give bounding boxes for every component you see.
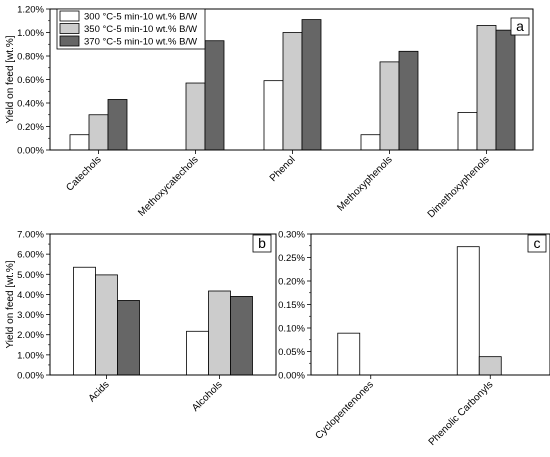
y-tick-label-a-0: 0.00% <box>17 146 44 157</box>
category-label-c-1: Phenolic Carbonyls <box>427 379 496 448</box>
bar-a-4-2 <box>495 29 516 151</box>
bar-b-0-0 <box>73 266 96 376</box>
legend-label-1: 350 °C-5 min-10 wt.% B/W <box>84 24 197 35</box>
y-tick-label-a-1: 0.20% <box>17 122 44 133</box>
bar-b-1-2 <box>230 296 253 376</box>
legend-box <box>56 8 206 50</box>
bar-b-1-0 <box>186 330 209 376</box>
bar-a-0-2 <box>107 99 128 151</box>
bar-b-1-1 <box>208 290 231 376</box>
bar-a-2-0 <box>263 80 284 151</box>
plot-frame-b <box>49 233 277 376</box>
y-tick-label-c-0: 0.00% <box>278 371 305 382</box>
category-label-a-3: Methoxyphenols <box>335 154 394 213</box>
panel-label-box-b <box>252 234 272 253</box>
panel-b: Acids Alcohols 0.00% 1.00% 2.00% 3.00% 4.00% 5.… <box>5 230 277 414</box>
bar-a-3-1 <box>379 61 400 151</box>
bar-a-1-2 <box>204 40 225 151</box>
bar-a-1-1 <box>185 82 206 151</box>
category-label-b-0: Acids <box>87 379 112 404</box>
y-tick-label-b-0: 0.00% <box>17 371 44 382</box>
y-tick-label-c-2: 0.10% <box>278 324 305 335</box>
bar-b-0-2 <box>117 300 140 376</box>
category-label-a-4: Dimethoxyphenols <box>426 154 492 220</box>
y-tick-label-c-3: 0.15% <box>278 300 305 311</box>
y-tick-label-a-6: 1.20% <box>17 5 44 16</box>
category-label-c-0: Cyclopentenones <box>313 379 375 441</box>
y-tick-label-a-5: 1.00% <box>17 28 44 39</box>
category-label-b-1: Alcohols <box>190 379 225 414</box>
panel-label-b: b <box>258 235 266 251</box>
panel-label-c: c <box>534 235 541 251</box>
y-tick-label-b-4: 4.00% <box>17 290 44 301</box>
legend-label-2: 370 °C-5 min-10 wt.% B/W <box>84 37 197 48</box>
bar-c-0-0 <box>337 332 361 376</box>
bar-a-3-0 <box>360 134 381 151</box>
bar-a-4-1 <box>476 25 497 151</box>
y-tick-label-c-1: 0.05% <box>278 347 305 358</box>
y-tick-label-b-3: 3.00% <box>17 310 44 321</box>
bar-a-3-2 <box>398 50 419 151</box>
legend-swatch-2 <box>59 35 80 47</box>
plot-frame-a <box>49 8 534 151</box>
y-tick-label-b-2: 2.00% <box>17 330 44 341</box>
category-label-a-1: Methoxycatechols <box>136 154 200 218</box>
legend-swatch-0 <box>59 10 80 22</box>
legend-label-0: 300 °C-5 min-10 wt.% B/W <box>84 12 197 23</box>
bar-c-1-1 <box>478 356 502 376</box>
y-tick-label-c-6: 0.30% <box>278 230 305 241</box>
panel-a: Catechols Methoxycatechols Phenol Methoxyph… <box>5 5 534 220</box>
panel-label-a: a <box>516 18 524 34</box>
y-tick-label-c-4: 0.20% <box>278 277 305 288</box>
category-label-a-2: Phenol <box>268 154 298 184</box>
panel-c: Cyclopentenones Phenolic Carbonyls 0.00% 0.… <box>278 230 550 448</box>
bar-a-0-0 <box>69 134 90 151</box>
y-axis-label-b: Yield on feed [wt.%] <box>5 260 16 348</box>
bar-a-4-0 <box>457 112 478 151</box>
plot-frame-c <box>310 233 550 376</box>
y-tick-label-a-3: 0.60% <box>17 75 44 86</box>
category-label-a-0: Catechols <box>64 154 103 193</box>
bar-a-2-2 <box>301 19 322 151</box>
legend-swatch-1 <box>59 23 80 34</box>
bar-c-1-0 <box>456 246 480 376</box>
bar-b-0-1 <box>95 274 118 376</box>
y-axis-label-a: Yield on feed [wt.%] <box>5 35 16 123</box>
panel-label-box-a <box>510 17 530 36</box>
y-tick-label-b-5: 5.00% <box>17 270 44 281</box>
bar-a-0-1 <box>88 114 109 151</box>
y-tick-label-a-4: 0.80% <box>17 52 44 63</box>
y-tick-label-c-5: 0.25% <box>278 253 305 264</box>
y-tick-label-b-6: 6.00% <box>17 250 44 261</box>
y-tick-label-b-7: 7.00% <box>17 230 44 241</box>
bar-a-2-1 <box>282 32 303 151</box>
panel-label-box-c <box>527 234 547 253</box>
y-tick-label-a-2: 0.40% <box>17 99 44 110</box>
y-tick-label-b-1: 1.00% <box>17 350 44 361</box>
